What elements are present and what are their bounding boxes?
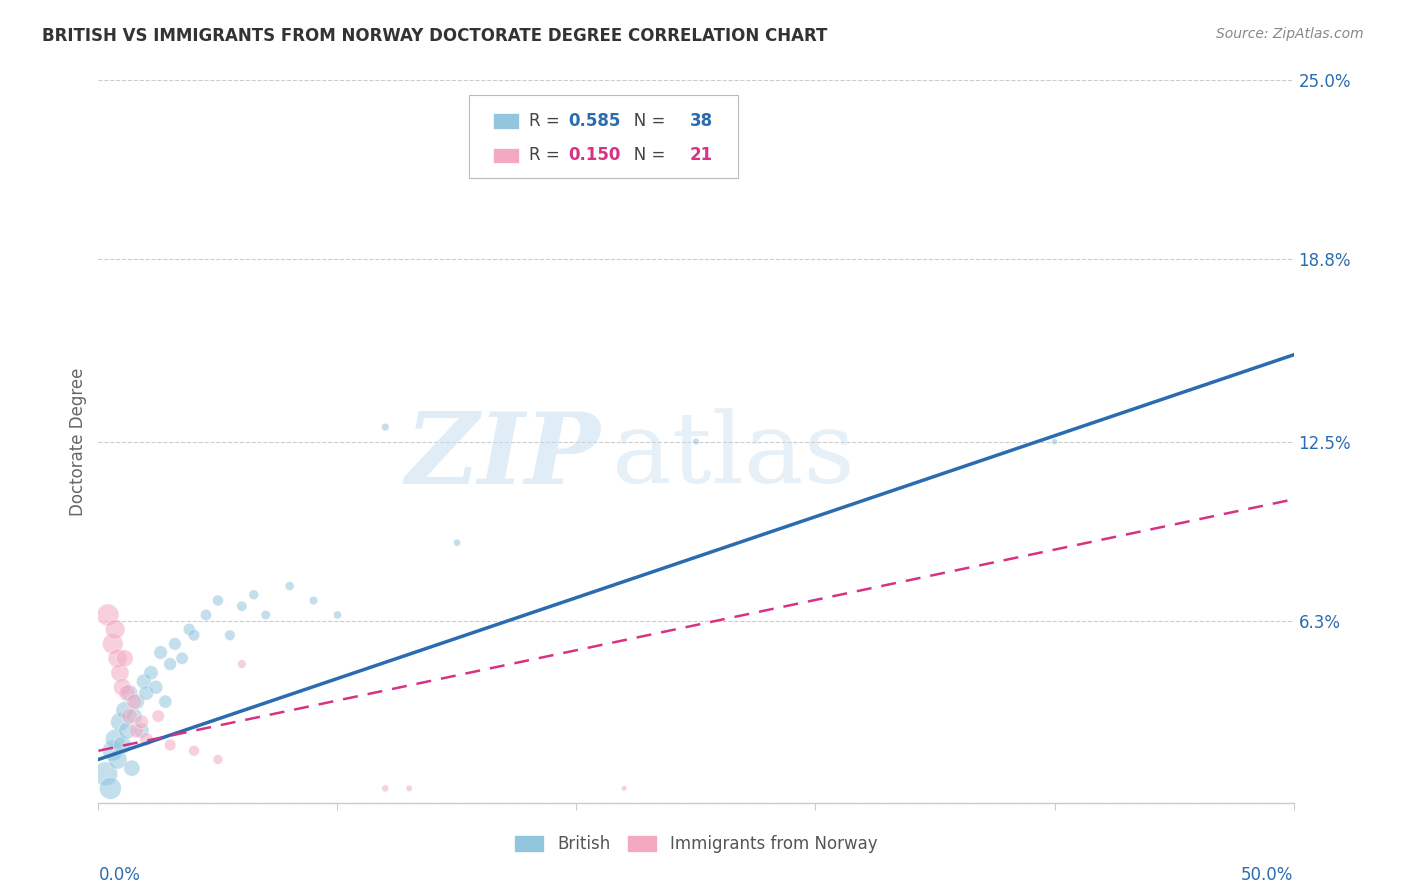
Point: [108, 714, 131, 729]
Point: [104, 623, 127, 637]
Text: 0.585: 0.585: [568, 112, 620, 130]
Point: [1043, 434, 1066, 449]
Point: [163, 637, 186, 651]
Point: [159, 657, 181, 671]
Point: [685, 434, 707, 449]
Point: [613, 781, 636, 796]
Point: [148, 709, 170, 723]
Text: 38: 38: [690, 112, 713, 130]
Point: [231, 657, 253, 671]
Point: [254, 607, 277, 622]
Point: [374, 420, 396, 434]
Text: R =: R =: [529, 112, 565, 130]
Point: [131, 714, 153, 729]
Text: 50.0%: 50.0%: [1241, 866, 1294, 884]
Point: [107, 752, 129, 766]
Point: [207, 752, 229, 766]
Point: [155, 695, 177, 709]
Point: [114, 651, 136, 665]
FancyBboxPatch shape: [494, 147, 519, 163]
Point: [124, 709, 146, 723]
Point: [446, 535, 468, 549]
Point: [121, 761, 143, 775]
Point: [243, 588, 266, 602]
Point: [97, 607, 120, 622]
Point: [398, 781, 420, 796]
Legend: British, Immigrants from Norway: British, Immigrants from Norway: [508, 828, 884, 860]
Text: atlas: atlas: [613, 409, 855, 504]
Text: Source: ZipAtlas.com: Source: ZipAtlas.com: [1216, 27, 1364, 41]
Text: ZIP: ZIP: [405, 408, 600, 504]
Point: [139, 665, 162, 680]
Point: [115, 686, 138, 700]
Point: [125, 695, 148, 709]
Point: [132, 674, 155, 689]
Point: [107, 651, 129, 665]
Text: N =: N =: [619, 112, 671, 130]
Point: [195, 607, 218, 622]
Point: [135, 732, 157, 747]
Point: [231, 599, 253, 614]
Point: [118, 686, 141, 700]
Point: [278, 579, 301, 593]
Point: [104, 732, 127, 747]
Text: 0.0%: 0.0%: [98, 866, 141, 884]
Text: 0.150: 0.150: [568, 146, 620, 164]
Point: [98, 781, 122, 796]
Point: [207, 593, 229, 607]
Point: [326, 607, 349, 622]
Point: [302, 593, 325, 607]
Point: [101, 744, 124, 758]
FancyBboxPatch shape: [494, 113, 519, 129]
Point: [145, 680, 167, 694]
Text: BRITISH VS IMMIGRANTS FROM NORWAY DOCTORATE DEGREE CORRELATION CHART: BRITISH VS IMMIGRANTS FROM NORWAY DOCTOR…: [42, 27, 828, 45]
FancyBboxPatch shape: [470, 95, 738, 178]
Point: [183, 628, 205, 642]
Text: R =: R =: [529, 146, 565, 164]
Point: [159, 738, 181, 752]
Point: [219, 628, 242, 642]
Point: [124, 695, 146, 709]
Point: [115, 723, 138, 738]
Point: [125, 723, 148, 738]
Point: [111, 680, 134, 694]
Point: [114, 703, 136, 717]
Point: [183, 744, 205, 758]
Point: [111, 738, 134, 752]
Point: [108, 665, 131, 680]
Text: N =: N =: [619, 146, 671, 164]
Point: [179, 623, 201, 637]
Point: [118, 709, 141, 723]
Point: [149, 646, 172, 660]
Point: [94, 767, 117, 781]
Y-axis label: Doctorate Degree: Doctorate Degree: [69, 368, 87, 516]
Point: [374, 781, 396, 796]
Point: [131, 723, 153, 738]
Point: [135, 686, 157, 700]
Point: [172, 651, 194, 665]
Text: 21: 21: [690, 146, 713, 164]
Point: [101, 637, 124, 651]
